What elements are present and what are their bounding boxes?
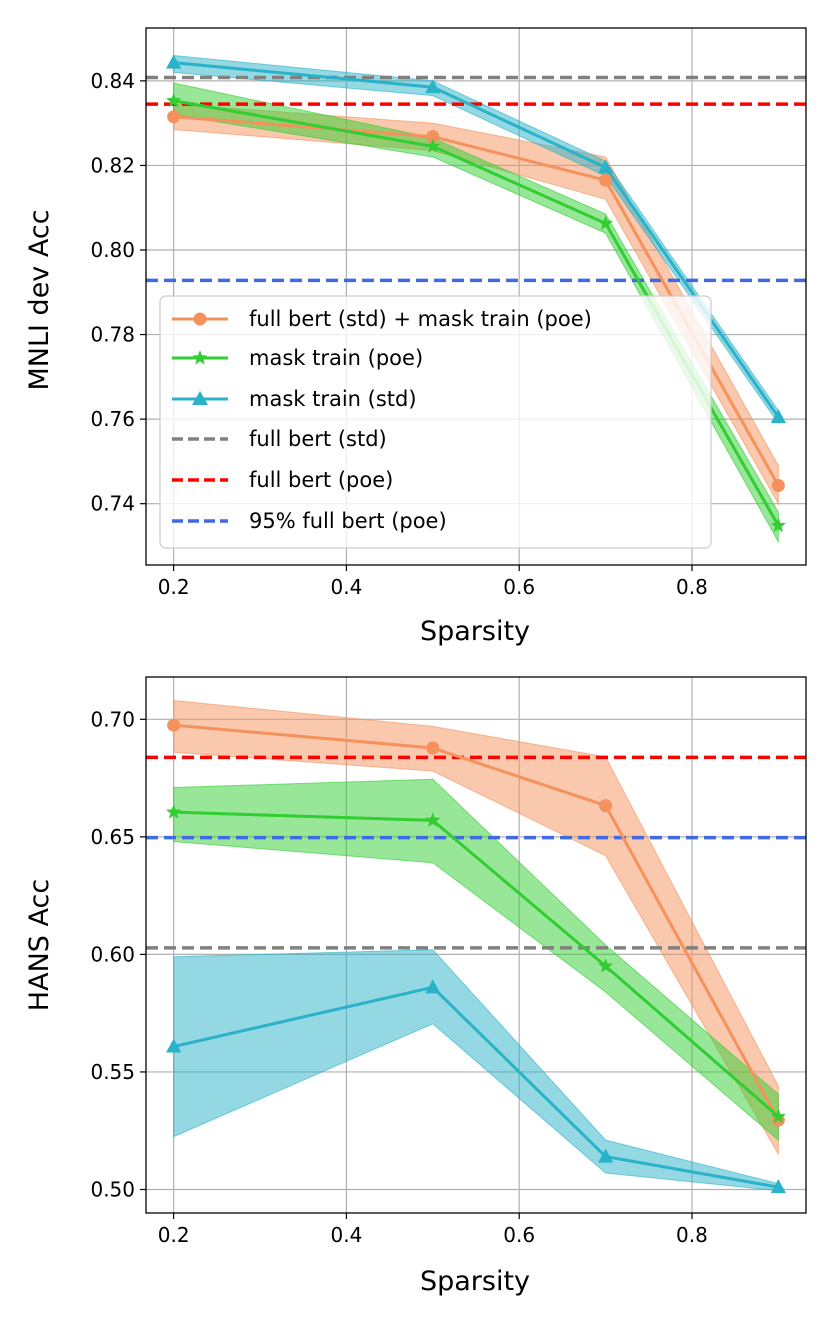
hans-point-full-mask-poe <box>426 741 440 755</box>
legend-item-full-poe: full bert (poe) <box>172 468 393 492</box>
mnli-point-mask-poe <box>166 92 182 108</box>
legend-label-full-poe: full bert (poe) <box>249 468 393 492</box>
mnli-band-mask-std <box>173 54 779 425</box>
mnli-point-full-mask-poe <box>167 110 181 124</box>
legend-label-95pct-poe: 95% full bert (poe) <box>249 509 447 533</box>
mnli-point-full-mask-poe <box>599 173 613 187</box>
hans-y-ticks: 0.50 0.55 0.60 0.65 0.70 <box>90 707 146 1201</box>
hans-plot-frame <box>145 676 807 1214</box>
mnli-y-tick-label: 0.80 <box>90 238 135 262</box>
hans-point-mask-poe <box>597 958 614 973</box>
legend-marker-mask-std <box>192 391 208 405</box>
mnli-y-tick-label: 0.74 <box>90 492 135 516</box>
legend-label-full-std: full bert (std) <box>249 427 387 451</box>
hans-x-tick-label: 0.8 <box>676 1223 708 1247</box>
mnli-x-tick-label: 0.6 <box>503 575 535 599</box>
hans-markers <box>166 718 786 1194</box>
mnli-x-tick-label: 0.2 <box>158 575 190 599</box>
mnli-point-mask-std <box>770 409 786 424</box>
hans-point-full-mask-poe <box>599 799 613 813</box>
mnli-y-tick-label: 0.84 <box>90 69 135 93</box>
legend-item-mask-poe: mask train (poe) <box>172 346 423 370</box>
mnli-y-tick-label: 0.82 <box>90 153 135 177</box>
mnli-point-full-mask-poe <box>771 479 785 493</box>
legend-label-mask-std: mask train (std) <box>249 387 417 411</box>
hans-panel: 0.2 0.4 0.6 0.8 0.50 0.55 0.60 0.65 0.70 Sparsi… <box>24 676 807 1297</box>
hans-point-mask-poe <box>425 812 441 827</box>
legend-marker-full-mask-poe <box>193 312 207 326</box>
hans-x-tick-label: 0.2 <box>158 1223 190 1247</box>
mnli-panel: 0.2 0.4 0.6 0.8 0.74 0.76 0.78 0.80 0.82 0.84 Sp… <box>24 27 807 647</box>
mnli-point-mask-poe <box>425 138 441 153</box>
hans-y-tick-label: 0.65 <box>90 825 135 849</box>
hans-series-lines <box>173 723 780 1189</box>
hans-y-tick-label: 0.50 <box>90 1177 135 1201</box>
hans-point-mask-std <box>425 979 441 994</box>
mnli-reference-lines <box>146 75 806 283</box>
hans-x-axis-label: Sparsity <box>420 1266 530 1297</box>
mnli-x-ticks: 0.2 0.4 0.6 0.8 <box>158 565 708 599</box>
hans-y-axis-label: HANS Acc <box>24 879 55 1011</box>
mnli-y-tick-label: 0.78 <box>90 323 135 347</box>
hans-y-tick-label: 0.60 <box>90 942 135 966</box>
legend-item-mask-std: mask train (std) <box>172 387 417 411</box>
mnli-y-ticks: 0.74 0.76 0.78 0.80 0.82 0.84 <box>90 69 146 516</box>
legend-item-full-std: full bert (std) <box>172 427 387 451</box>
mnli-y-tick-label: 0.76 <box>90 407 135 431</box>
mnli-point-mask-std <box>425 79 441 94</box>
legend-label-full-mask-poe: full bert (std) + mask train (poe) <box>249 307 592 331</box>
hans-x-ticks: 0.2 0.4 0.6 0.8 <box>158 1213 708 1247</box>
mnli-point-mask-std <box>597 159 614 174</box>
mnli-x-tick-label: 0.8 <box>676 575 708 599</box>
hans-point-full-mask-poe <box>167 718 181 732</box>
hans-point-mask-poe <box>770 1108 786 1124</box>
legend-marker-mask-poe <box>192 350 208 365</box>
hans-point-mask-std <box>770 1179 786 1194</box>
mnli-point-full-mask-poe <box>426 130 440 144</box>
hans-line-full-mask-poe <box>173 723 780 1121</box>
mnli-x-tick-label: 0.4 <box>331 575 363 599</box>
hans-point-mask-std <box>597 1148 614 1163</box>
legend-item-95pct-poe: 95% full bert (poe) <box>172 509 447 533</box>
mnli-plot-frame <box>145 27 807 566</box>
mnli-point-mask-poe <box>597 215 614 230</box>
hans-x-tick-label: 0.4 <box>331 1223 363 1247</box>
legend-box <box>159 295 712 549</box>
hans-x-tick-label: 0.6 <box>503 1223 535 1247</box>
legend: full bert (std) + mask train (poe) mask … <box>159 295 712 549</box>
hans-point-mask-poe <box>166 804 182 819</box>
hans-point-mask-std <box>166 1038 182 1053</box>
mnli-x-axis-label: Sparsity <box>420 616 530 647</box>
hans-y-tick-label: 0.70 <box>90 707 135 731</box>
mnli-line-mask-std <box>173 61 780 418</box>
mnli-markers <box>166 54 786 533</box>
hans-line-mask-std <box>173 985 779 1189</box>
hans-reference-lines <box>146 755 806 950</box>
legend-item-full-mask-poe: full bert (std) + mask train (poe) <box>172 307 592 331</box>
hans-y-tick-label: 0.55 <box>90 1060 135 1084</box>
mnli-point-mask-std <box>166 54 182 69</box>
mnli-point-mask-poe <box>770 517 786 533</box>
legend-label-mask-poe: mask train (poe) <box>249 346 423 370</box>
mnli-y-axis-label: MNLI dev Acc <box>24 209 55 390</box>
hans-line-mask-poe <box>173 810 780 1118</box>
